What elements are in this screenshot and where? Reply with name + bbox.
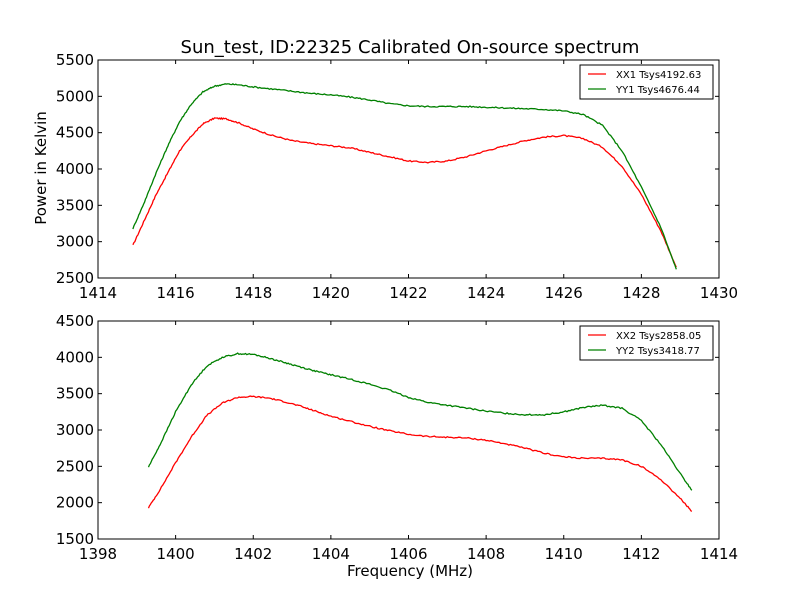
y-tick-label: 4500 [56, 124, 94, 142]
legend-label-yy1: YY1 Tsys4676.44 [615, 85, 700, 96]
x-tick-label: 1404 [312, 545, 350, 563]
series-line-yy2 [147, 352, 693, 491]
top-ticks: 1414 1416 1418 1420 1422 1424 1426 1428 1430 2500… [56, 51, 738, 302]
x-tick-label: 1418 [234, 284, 272, 302]
y-tick-label: 4000 [56, 348, 94, 366]
x-tick-label: 1400 [157, 545, 195, 563]
y-tick-label: 5000 [56, 87, 94, 105]
bottom-legend: XX2 Tsys2858.05 YY2 Tsys3418.77 [579, 325, 714, 361]
legend-label-yy2: YY2 Tsys3418.77 [615, 346, 700, 357]
y-tick-label: 3500 [56, 385, 94, 403]
x-tick-label: 1412 [622, 545, 660, 563]
y-tick-label: 4500 [56, 312, 94, 330]
y-tick-label: 2500 [56, 457, 94, 475]
top-y-axis-label: Power in Kelvin [32, 111, 50, 225]
series-line-xx1 [132, 116, 677, 268]
x-tick-label: 1414 [700, 545, 738, 563]
x-tick-label: 1422 [389, 284, 427, 302]
series-line-yy1 [132, 82, 677, 270]
bottom-legend-box [579, 325, 714, 361]
legend-label-xx2: XX2 Tsys2858.05 [616, 331, 701, 342]
x-tick-label: 1410 [545, 545, 583, 563]
x-tick-label: 1428 [622, 284, 660, 302]
top-subplot: Sun_test, ID:22325 Calibrated On-source … [32, 37, 738, 302]
y-tick-label: 2500 [56, 269, 94, 287]
chart-title: Sun_test, ID:22325 Calibrated On-source … [181, 37, 640, 58]
top-legend-box [579, 64, 714, 100]
x-tick-label: 1408 [467, 545, 505, 563]
bottom-subplot: Frequency (MHz) 1398 1400 1402 1404 1406 1408… [56, 312, 738, 580]
y-tick-label: 1500 [56, 530, 94, 548]
legend-label-xx1: XX1 Tsys4192.63 [616, 70, 701, 81]
y-tick-label: 5500 [56, 51, 94, 69]
top-legend: XX1 Tsys4192.63 YY1 Tsys4676.44 [579, 64, 714, 100]
bottom-series-group [147, 352, 693, 512]
x-tick-label: 1402 [234, 545, 272, 563]
top-plot-frame [97, 59, 720, 279]
bottom-ticks: 1398 1400 1402 1404 1406 1408 1410 1412 1414 1500… [56, 312, 738, 563]
x-tick-label: 1416 [157, 284, 195, 302]
y-tick-label: 4000 [56, 160, 94, 178]
x-tick-label: 1430 [700, 284, 738, 302]
x-tick-label: 1398 [79, 545, 117, 563]
x-tick-label: 1420 [312, 284, 350, 302]
x-tick-label: 1424 [467, 284, 505, 302]
x-tick-label: 1426 [545, 284, 583, 302]
top-series-group [132, 82, 677, 270]
y-tick-label: 3500 [56, 196, 94, 214]
x-tick-label: 1406 [389, 545, 427, 563]
y-tick-label: 3000 [56, 421, 94, 439]
bottom-plot-frame [97, 320, 720, 540]
y-tick-label: 3000 [56, 233, 94, 251]
series-line-xx2 [147, 395, 693, 512]
y-tick-label: 2000 [56, 494, 94, 512]
x-tick-label: 1414 [79, 284, 117, 302]
x-axis-label: Frequency (MHz) [347, 562, 473, 580]
